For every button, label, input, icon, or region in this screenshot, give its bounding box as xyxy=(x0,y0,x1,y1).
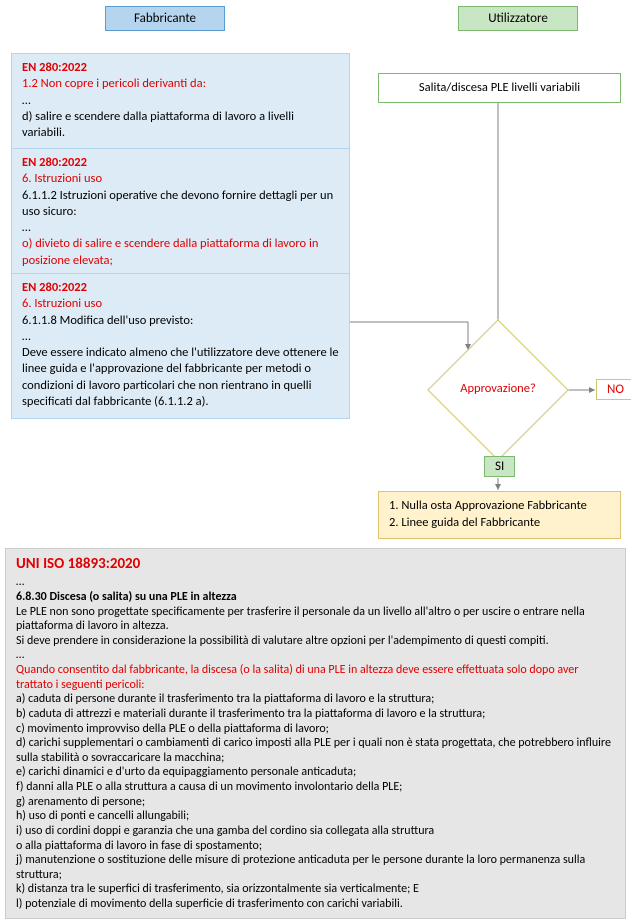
result-box: 1. Nulla osta Approvazione Fabbricante 2… xyxy=(378,491,621,539)
en2-p1: 6.1.1.2 Istruzioni operative che devono … xyxy=(22,188,339,221)
en2-o: o) divieto di salire e scendere dalla pi… xyxy=(22,236,339,269)
iso-k: k) distanza tra le superfici di trasferi… xyxy=(16,882,615,897)
header-utilizzatore: Utilizzatore xyxy=(458,6,578,31)
en3-dots: … xyxy=(22,329,339,345)
en1-d: d) salire e scendere dalla piattaforma d… xyxy=(22,109,339,142)
iso-c: c) movimento improvviso della PLE o dell… xyxy=(16,722,615,737)
en3-title: EN 280:2022 xyxy=(22,280,339,296)
en2-sub: 6. Istruzioni uso xyxy=(22,171,339,187)
iso-intro-red: Quando consentito dal fabbricante, la di… xyxy=(16,663,615,692)
en1-title: EN 280:2022 xyxy=(22,60,339,76)
header-utilizzatore-label: Utilizzatore xyxy=(488,11,548,26)
iso-j: j) manutenzione o sostituzione delle mis… xyxy=(16,853,615,882)
result-l2: 2. Linee guida del Fabbricante xyxy=(389,515,610,532)
en3-sub: 6. Istruzioni uso xyxy=(22,296,339,312)
result-l1: 1. Nulla osta Approvazione Fabbricante xyxy=(389,498,610,515)
header-fabbricante: Fabbricante xyxy=(105,6,225,31)
en-box-1: EN 280:2022 1.2 Non copre i pericoli der… xyxy=(11,53,350,150)
iso-h: h) uso di ponti e cancelli allungabili; xyxy=(16,809,615,824)
no-box: NO xyxy=(596,379,631,400)
en-box-3: EN 280:2022 6. Istruzioni uso 6.1.1.8 Mo… xyxy=(11,273,350,419)
en1-sub: 1.2 Non copre i pericoli derivanti da: xyxy=(22,76,339,92)
en2-dots: … xyxy=(22,220,339,236)
iso-title: UNI ISO 18893:2020 xyxy=(16,555,615,575)
iso-heading: 6.8.30 Discesa (o salita) su una PLE in … xyxy=(16,590,615,605)
start-box: Salita/discesa PLE livelli variabili xyxy=(378,73,621,103)
iso-i2: o alla piattaforma di lavoro in fase di … xyxy=(16,839,615,854)
si-label: SI xyxy=(495,459,504,474)
iso-g: g) arenamento di persone; xyxy=(16,795,615,810)
en-box-2: EN 280:2022 6. Istruzioni uso 6.1.1.2 Is… xyxy=(11,148,350,278)
iso-i1: i) uso di cordini doppi e garanzia che u… xyxy=(16,824,615,839)
no-label: NO xyxy=(607,382,624,397)
iso-box: UNI ISO 18893:2020 … 6.8.30 Discesa (o s… xyxy=(5,548,626,919)
iso-d: d) carichi supplementari o cambiamenti d… xyxy=(16,736,615,765)
iso-dots1: … xyxy=(16,575,615,590)
iso-f: f) danni alla PLE o alla struttura a cau… xyxy=(16,780,615,795)
iso-p1: Le PLE non sono progettate specificament… xyxy=(16,605,615,634)
start-box-text: Salita/discesa PLE livelli variabili xyxy=(419,80,580,95)
en3-p2: Deve essere indicato almeno che l'utiliz… xyxy=(22,345,339,410)
si-box: SI xyxy=(484,456,515,477)
iso-b: b) caduta di attrezzi e materiali durant… xyxy=(16,707,615,722)
iso-p2: Si deve prendere in considerazione la po… xyxy=(16,634,615,649)
iso-dots2: … xyxy=(16,648,615,663)
iso-a: a) caduta di persone durante il trasferi… xyxy=(16,692,615,707)
iso-l: l) potenziale di movimento della superfi… xyxy=(16,897,615,912)
en3-p1: 6.1.1.8 Modifica dell'uso previsto: xyxy=(22,313,339,329)
en2-title: EN 280:2022 xyxy=(22,155,339,171)
en1-dots: … xyxy=(22,93,339,109)
header-fabbricante-label: Fabbricante xyxy=(134,11,196,26)
approval-diamond-label: Approvazione? xyxy=(428,381,568,396)
iso-e: e) carichi dinamici e d'urto da equipagg… xyxy=(16,765,615,780)
